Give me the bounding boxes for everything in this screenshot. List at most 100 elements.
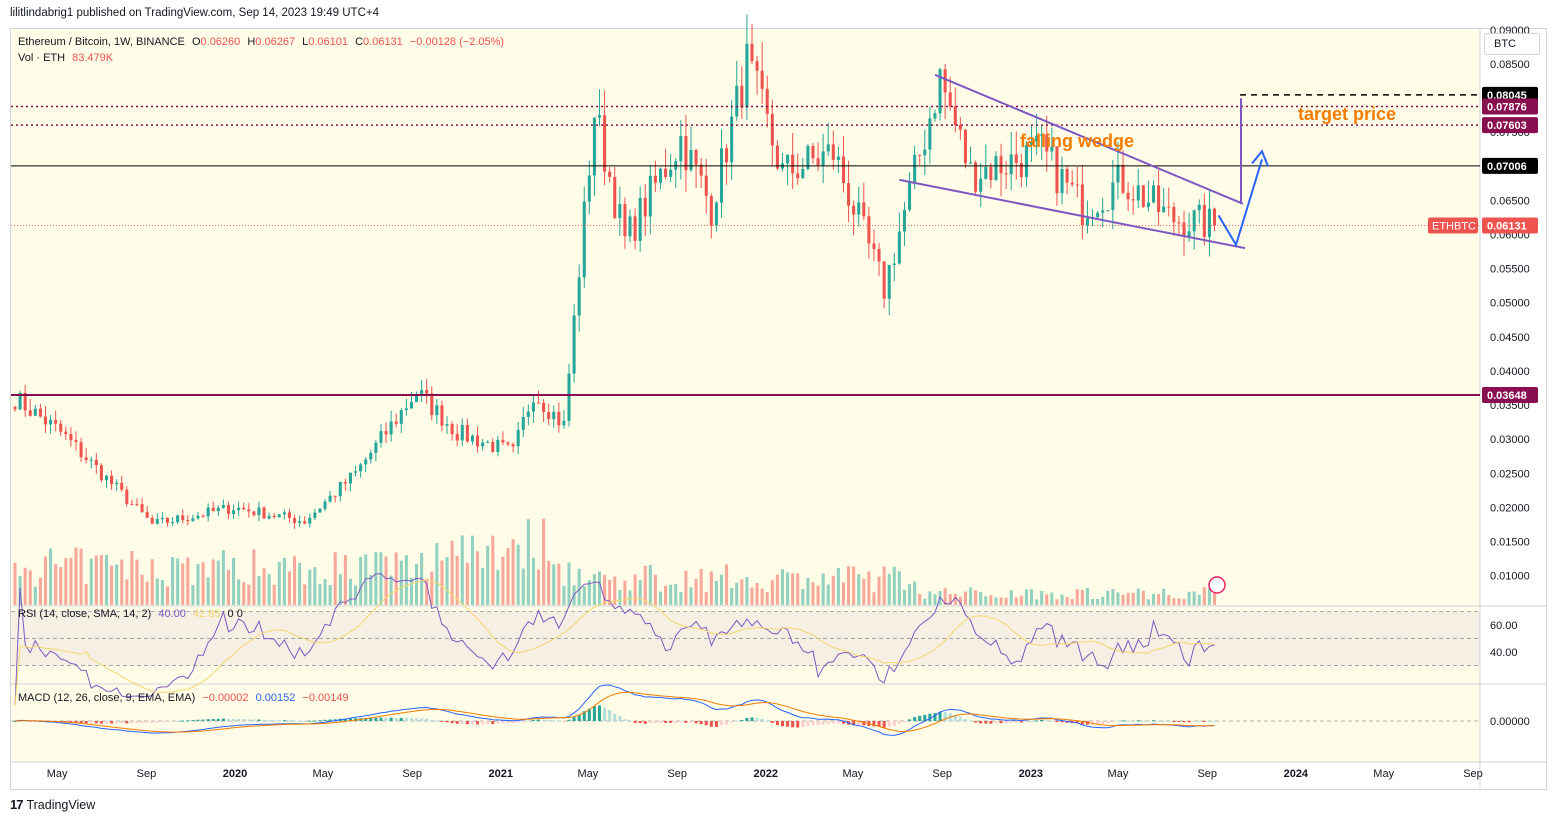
volume-bar [857,574,861,605]
macd-histogram-bar [1009,721,1013,723]
candle-body [399,410,403,424]
candle-body [852,205,856,215]
macd-histogram-bar [460,721,464,724]
candle-body [994,156,998,180]
macd-histogram-bar [872,721,876,727]
volume-bar [1080,589,1084,605]
macd-histogram-bar [887,721,891,727]
volume-bar [948,594,952,605]
macd-histogram-bar [999,721,1003,724]
volume-bar [303,584,307,605]
volume-bar [496,569,500,605]
volume-bar [272,584,276,605]
high-value: 0.06267 [255,36,296,48]
candle-body [211,507,215,512]
candle-body [735,85,739,117]
volume-bar [460,535,464,605]
volume-bar [841,582,845,605]
candle-body [1136,185,1140,201]
candle-body [221,505,225,508]
macd-histogram-bar [811,721,815,726]
macd-histogram-bar [1035,720,1039,722]
candle-body [282,512,286,515]
macd-histogram-bar [216,718,220,721]
macd-histogram-bar [709,721,713,727]
macd-histogram-bar [780,721,785,727]
volume-bar [750,587,754,605]
volume-bar [323,578,327,605]
candle-body [979,178,983,192]
macd-histogram-bar [1040,719,1044,721]
candle-body [379,431,383,443]
macd-histogram-bar [1075,721,1079,724]
macd-histogram-bar [572,717,576,721]
tradingview-brand[interactable]: 17 TradingView [10,797,95,812]
volume-bar [1085,587,1089,605]
macd-histogram-bar [979,721,983,724]
volume-bar [145,581,149,605]
candle-body [1162,206,1166,213]
volume-bar [435,543,439,605]
macd-histogram-bar [440,721,444,722]
event-lightning-icon[interactable] [1208,576,1226,594]
candle-body [364,459,368,465]
macd-histogram-bar [857,721,861,726]
volume-bar [374,552,378,605]
candle-body [165,517,170,523]
macd-histogram-bar [674,721,678,723]
candle-body [577,277,581,316]
candle-body [181,515,185,521]
volume-bar [191,585,195,605]
volume-bar [1207,588,1211,605]
macd-histogram-bar [765,720,769,722]
macd-histogram-bar [394,717,398,721]
price-axis-label-box [1482,217,1538,234]
volume-bar [506,548,510,605]
volume-bar [470,535,474,605]
candle-body [338,481,342,497]
volume-bar [770,580,774,605]
candle-body [740,85,744,108]
candle-body [84,457,88,461]
macd-histogram-bar [923,714,927,721]
macd-histogram-bar [989,721,993,724]
volume-bar [1136,588,1140,605]
macd-histogram-bar [160,721,164,723]
volume-bar [963,591,967,605]
candle-body [191,518,195,522]
macd-histogram-bar [618,716,622,721]
volume-bar [638,580,642,605]
price-tick-label: 0.05000 [1490,298,1530,310]
volume-bar [293,556,297,605]
macd-histogram-bar [323,719,327,721]
candle-body [277,514,281,518]
candle-body [633,216,637,241]
time-tick-label: Sep [1197,768,1217,780]
volume-bar [801,588,805,605]
macd-histogram-bar [1172,721,1176,722]
candle-body [104,475,109,481]
candle-body [618,203,622,219]
candle-body [974,162,978,192]
time-tick-label: 2021 [489,768,513,780]
currency-button[interactable]: BTC [1484,33,1540,55]
time-tick-label: May [1373,768,1394,780]
macd-histogram-bar [1101,721,1105,724]
candle-body [811,146,815,159]
volume-bar [115,564,119,605]
price-axis-label: 0.06131 [1487,221,1527,233]
volume-bar [1040,590,1044,605]
volume-bar [552,564,556,605]
time-tick-label: Sep [667,768,687,780]
candle-body [592,117,596,176]
candle-body [430,393,434,416]
price-tick-label: 0.04500 [1490,332,1530,344]
candle-body [445,424,449,426]
candle-body [359,464,363,472]
candle-body [897,231,901,264]
candle-body [725,148,729,163]
volume-bar [43,556,48,605]
volume-bar [557,563,561,605]
candle-body [755,61,759,71]
